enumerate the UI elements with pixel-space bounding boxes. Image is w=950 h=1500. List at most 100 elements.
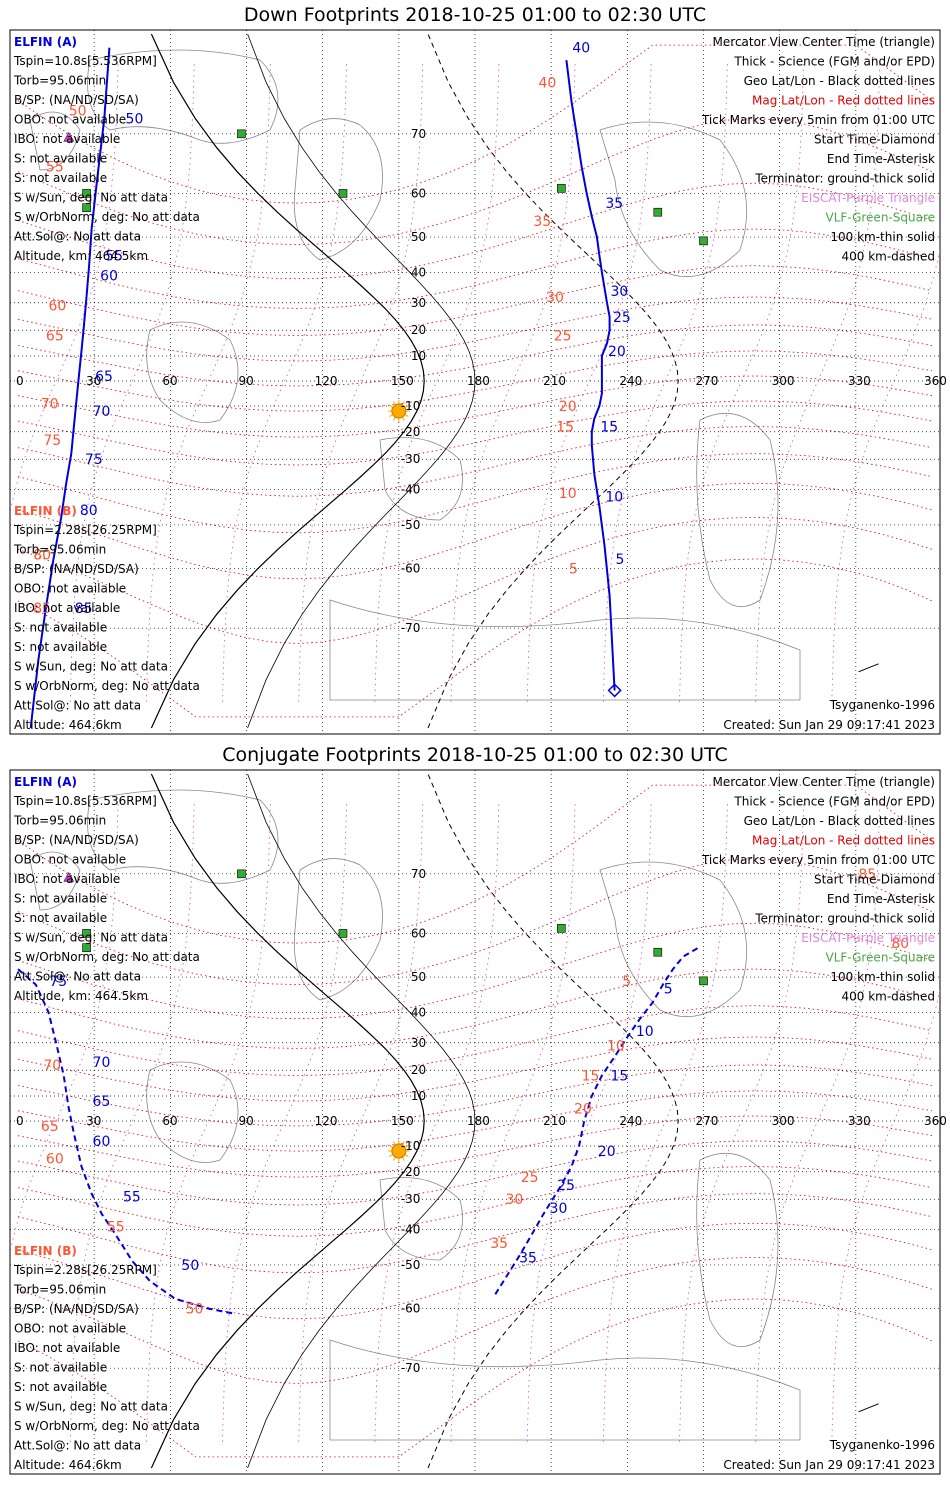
elfin-a-info-line: S: not available [14, 911, 107, 925]
lat-tick-label: 40 [411, 1005, 426, 1019]
lat-tick-label: -10 [401, 1139, 421, 1153]
mag-lat-label: 75 [43, 433, 61, 449]
coastline [379, 1177, 463, 1261]
sun-ray [392, 401, 396, 406]
coastline [87, 49, 279, 144]
elfin-b-name: ELFIN (B) [14, 1244, 77, 1258]
legend-entry: Thick - Science (FGM and/or EPD) [733, 795, 935, 809]
lat-tick-label: -60 [401, 1302, 421, 1316]
track-tick-label: 30 [610, 284, 628, 300]
legend-entry: Start Time-Diamond [814, 873, 935, 887]
elfin-a-name: ELFIN (A) [14, 35, 77, 49]
legend-entry: Tick Marks every 5min from 01:00 UTC [701, 853, 935, 867]
elfin-a-info-line: Torb=95.06min [13, 74, 106, 88]
lon-tick-label: 330 [848, 374, 871, 388]
sun-ray [389, 405, 394, 408]
mag-lat-line [17, 482, 933, 580]
mag-lat-line [17, 350, 933, 412]
legend-entry: Thick - Science (FGM and/or EPD) [733, 55, 935, 69]
start-diamond [607, 683, 622, 698]
lat-tick-label: -30 [401, 452, 421, 466]
coastline [329, 1339, 801, 1441]
mag-lat-label: 30 [546, 290, 564, 306]
mag-lat-label: 70 [41, 396, 59, 412]
coastline [379, 437, 463, 521]
elfin-a-info-line: S w/Sun, deg: No att data [14, 191, 168, 205]
mag-lat-label: 55 [46, 159, 64, 175]
track-tick-label: 80 [80, 503, 98, 519]
subsolar-point [391, 1143, 407, 1159]
lat-tick-label: 30 [411, 1036, 426, 1050]
elfin-a-info-line: S w/OrbNorm, deg: No att data [14, 210, 200, 224]
legend-entry: Mag Lat/Lon - Red dotted lines [752, 834, 935, 848]
sun-ray [401, 416, 405, 421]
mag-lat-label: 10 [559, 486, 577, 502]
mag-lat-label: 65 [46, 328, 64, 344]
elfin-b-name: ELFIN (B) [14, 504, 77, 518]
track-tick-label: 50 [181, 1258, 199, 1274]
terminator-100km [247, 773, 476, 1469]
track-tick-label: 60 [93, 1134, 111, 1150]
mag-lat-label: 20 [574, 1102, 592, 1118]
lat-tick-label: -20 [401, 1165, 421, 1179]
lon-tick-label: 150 [391, 374, 414, 388]
track-tick-label: 40 [572, 41, 590, 57]
legend-entry: VLF-Green-Square [826, 211, 935, 225]
legend-entry: 400 km-dashed [841, 250, 935, 264]
mag-lat-label: 5 [622, 974, 631, 990]
track-tick-label: 60 [100, 269, 118, 285]
mag-lon-line [526, 60, 652, 702]
vlf-station-square [82, 203, 91, 213]
sun-ray [392, 416, 396, 421]
elfin-b-info-line: Altitude: 464.6km [14, 1458, 122, 1472]
sun-ray [404, 405, 409, 408]
elfin-a-info-line: S w/OrbNorm, deg: No att data [14, 950, 200, 964]
lat-tick-label: -50 [401, 518, 421, 532]
mag-lat-label: 35 [490, 1236, 508, 1252]
elfin-b-info-line: S: not available [14, 1361, 107, 1375]
lon-tick-label: 60 [162, 1114, 177, 1128]
track-tick-label: 15 [610, 1068, 628, 1084]
mag-lon-line [374, 60, 500, 702]
lon-tick-label: 270 [696, 1114, 719, 1128]
footprint-track-a [494, 946, 699, 1295]
lat-tick-label: 60 [411, 186, 426, 200]
mag-lat-label: 80 [891, 936, 909, 952]
lat-tick-label: -70 [401, 1361, 421, 1375]
mag-lat-line [17, 558, 933, 718]
track-tick-label: 15 [600, 420, 618, 436]
subsolar-point [391, 403, 407, 419]
mag-lat-label: 60 [48, 299, 66, 315]
mag-lat-label: 25 [554, 328, 572, 344]
lon-tick-label: 30 [86, 1114, 101, 1128]
mag-lat-label: 25 [521, 1170, 539, 1186]
eiscat-triangle [63, 871, 75, 882]
terminator-400km [427, 773, 679, 1469]
down-footprints-map: 5101520253035408580757065605550403530252… [9, 29, 947, 735]
mag-lon-line [831, 987, 940, 1442]
track-tick-label: 55 [105, 248, 123, 264]
mag-lat-label: 15 [556, 420, 574, 436]
model-label: Tsyganenko-1996 [829, 1438, 935, 1452]
lat-tick-label: 50 [411, 970, 426, 984]
elfin-b-info-line: IBO: not available [14, 601, 120, 615]
mag-lat-line [17, 426, 933, 497]
coastline [599, 121, 748, 277]
mag-lat-line [17, 968, 933, 1049]
lat-tick-label: -60 [401, 562, 421, 576]
track-tick-label: 5 [616, 552, 625, 568]
sun-ray [389, 414, 394, 417]
mag-lat-line [17, 858, 933, 986]
lon-tick-label: 180 [467, 1114, 490, 1128]
coastline [599, 861, 748, 1017]
legend-entry: 100 km-thin solid [830, 970, 935, 984]
mag-lon-line [526, 800, 652, 1442]
track-tick-label: 5 [664, 981, 673, 997]
mag-lat-line [17, 228, 933, 309]
mag-lat-line [17, 1064, 933, 1127]
lat-tick-label: -40 [401, 483, 421, 497]
elfin-a-info-line: S: not available [14, 152, 107, 166]
elfin-b-info-line: Torb=95.06min [13, 1283, 106, 1297]
elfin-a-info-line: S w/Sun, deg: No att data [14, 931, 168, 945]
lat-tick-label: 40 [411, 265, 426, 279]
